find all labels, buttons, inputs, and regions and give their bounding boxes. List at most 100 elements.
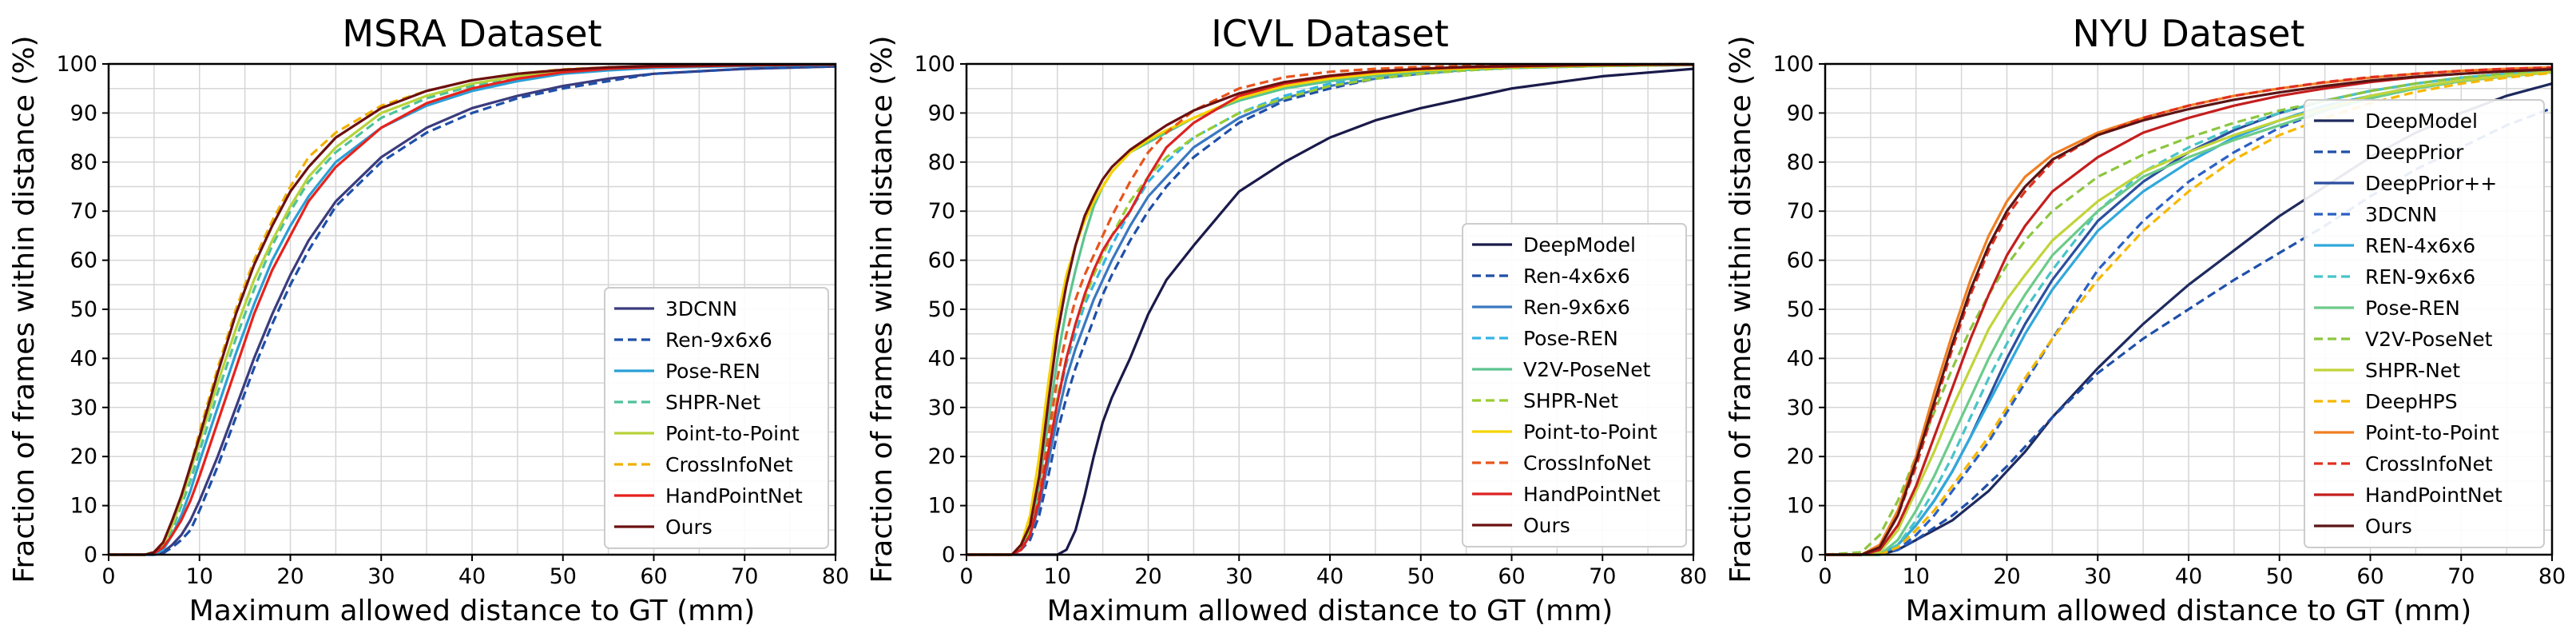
nyu-legend-label-deepmodel: DeepModel xyxy=(2365,109,2478,133)
nyu-y-tick-label: 20 xyxy=(1787,444,1814,469)
icvl-series-group xyxy=(966,62,1694,556)
icvl-chart-panel: 0 10 20 30 40 50 60 70 80 0 10 20 30 40 50 60 70 80 90 100 I… xyxy=(866,12,1707,627)
msra-legend-label-ours: Ours xyxy=(665,516,712,539)
nyu-ticks: 0 10 20 30 40 50 60 70 80 0 10 20 30 40 50 60 70 80 90 100 xyxy=(1772,52,2566,589)
msra-legend-label-ren-9x6x6: Ren-9x6x6 xyxy=(665,328,772,352)
msra-x-tick-label: 80 xyxy=(822,564,849,589)
nyu-x-tick-label: 50 xyxy=(2266,564,2293,589)
nyu-legend-label-pose-ren: Pose-REN xyxy=(2365,297,2460,320)
nyu-legend-label-ren-4x6x6: REN-4x6x6 xyxy=(2365,234,2475,257)
msra-y-tick-label: 40 xyxy=(70,346,97,371)
msra-legend-label-3dcnn: 3DCNN xyxy=(665,297,737,320)
icvl-y-tick-label: 80 xyxy=(928,150,955,175)
nyu-chart-panel: 0 10 20 30 40 50 60 70 80 0 10 20 30 40 50 60 70 80 90 100 N… xyxy=(1725,12,2566,627)
nyu-legend: DeepModel DeepPrior DeepPrior++ 3DCNN REN-4x… xyxy=(2304,99,2545,548)
msra-y-axis-label: Fraction of frames within distance (%) xyxy=(8,35,41,583)
icvl-legend-box xyxy=(1462,223,1687,547)
nyu-series-line-v2v-posenet xyxy=(1824,70,2553,556)
msra-y-tick-label: 50 xyxy=(70,297,97,322)
nyu-x-tick-label: 20 xyxy=(1993,564,2020,589)
nyu-legend-label-3dcnn: 3DCNN xyxy=(2365,203,2437,226)
msra-y-tick-label: 90 xyxy=(70,101,97,125)
icvl-y-axis-label: Fraction of frames within distance (%) xyxy=(866,35,899,583)
icvl-x-tick-label: 70 xyxy=(1589,564,1616,589)
icvl-x-tick-label: 0 xyxy=(959,564,973,589)
icvl-y-tick-label: 90 xyxy=(928,101,955,125)
msra-y-tick-label: 20 xyxy=(70,444,97,469)
icvl-plot-frame xyxy=(965,62,1695,556)
nyu-y-tick-label: 10 xyxy=(1787,494,1814,519)
icvl-y-tick-label: 100 xyxy=(914,52,955,77)
msra-x-tick-label: 10 xyxy=(186,564,213,589)
msra-x-tick-label: 60 xyxy=(640,564,667,589)
icvl-legend-label-pose-ren: Pose-REN xyxy=(1523,327,1618,350)
msra-legend-label-point-to-point: Point-to-Point xyxy=(665,422,800,445)
nyu-plot-frame xyxy=(1824,62,2554,556)
icvl-y-tick-label: 60 xyxy=(928,249,955,273)
nyu-x-tick-label: 40 xyxy=(2175,564,2202,589)
icvl-chart-title: ICVL Dataset xyxy=(1211,12,1449,55)
nyu-y-tick-label: 90 xyxy=(1787,101,1814,125)
nyu-x-tick-label: 10 xyxy=(1903,564,1930,589)
msra-chart-title: MSRA Dataset xyxy=(342,12,601,55)
msra-legend-label-shpr-net: SHPR-Net xyxy=(665,391,760,414)
nyu-x-tick-label: 60 xyxy=(2356,564,2383,589)
icvl-y-tick-label: 20 xyxy=(928,444,955,469)
nyu-x-tick-label: 0 xyxy=(1818,564,1832,589)
icvl-y-tick-label: 50 xyxy=(928,297,955,322)
nyu-y-tick-label: 60 xyxy=(1787,249,1814,273)
msra-y-tick-label: 80 xyxy=(70,150,97,175)
icvl-legend-label-crossinfonet: CrossInfoNet xyxy=(1523,452,1651,475)
nyu-legend-label-handpointnet: HandPointNet xyxy=(2365,484,2503,507)
icvl-x-tick-label: 60 xyxy=(1498,564,1525,589)
msra-legend-label-crossinfonet: CrossInfoNet xyxy=(665,453,793,476)
icvl-ticks: 0 10 20 30 40 50 60 70 80 0 10 20 30 40 50 60 70 80 90 100 xyxy=(914,52,1707,589)
msra-y-tick-label: 60 xyxy=(70,249,97,273)
icvl-y-tick-label: 10 xyxy=(928,494,955,519)
nyu-y-tick-label: 0 xyxy=(1800,543,1814,567)
nyu-legend-label-v2v-posenet: V2V-PoseNet xyxy=(2365,328,2493,351)
msra-x-tick-label: 70 xyxy=(731,564,758,589)
icvl-legend-label-v2v-posenet: V2V-PoseNet xyxy=(1523,358,1651,381)
msra-series-line-3dcnn xyxy=(109,65,836,556)
icvl-x-tick-label: 50 xyxy=(1407,564,1435,589)
nyu-y-tick-label: 100 xyxy=(1772,52,1814,77)
nyu-x-axis-label: Maximum allowed distance to GT (mm) xyxy=(1906,595,2472,627)
msra-plot-frame xyxy=(107,62,837,556)
msra-series-group xyxy=(109,63,836,556)
msra-series-line-ren-9x6x6 xyxy=(109,65,836,556)
nyu-y-tick-label: 50 xyxy=(1787,297,1814,322)
nyu-legend-label-deepprior: DeepPrior xyxy=(2365,141,2464,164)
icvl-x-tick-label: 40 xyxy=(1316,564,1344,589)
msra-x-tick-label: 20 xyxy=(276,564,304,589)
nyu-series-line-ours xyxy=(1825,68,2553,556)
nyu-legend-box xyxy=(2304,99,2545,548)
icvl-y-tick-label: 40 xyxy=(928,346,955,371)
icvl-x-tick-label: 20 xyxy=(1134,564,1161,589)
msra-x-tick-label: 30 xyxy=(367,564,395,589)
icvl-legend-label-ours: Ours xyxy=(1523,514,1570,537)
nyu-series-line-ren-9x6x6 xyxy=(1825,70,2553,556)
msra-x-axis-label: Maximum allowed distance to GT (mm) xyxy=(189,595,756,627)
icvl-series-line-point-to-point xyxy=(966,63,1694,556)
nyu-y-tick-label: 70 xyxy=(1787,199,1814,224)
nyu-legend-label-deephps: DeepHPS xyxy=(2365,390,2458,413)
nyu-x-tick-label: 70 xyxy=(2447,564,2475,589)
icvl-y-tick-label: 30 xyxy=(928,396,955,420)
msra-legend-label-handpointnet: HandPointNet xyxy=(665,484,803,508)
msra-legend: 3DCNN Ren-9x6x6 Pose-REN SHPR-Net Point-to-P… xyxy=(604,287,829,549)
msra-ticks: 0 10 20 30 40 50 60 70 80 0 10 20 30 40 50 60 70 80 90 100 xyxy=(56,52,849,589)
nyu-chart-title: NYU Dataset xyxy=(2073,12,2305,55)
msra-x-tick-label: 40 xyxy=(458,564,486,589)
icvl-series-line-ours xyxy=(966,63,1694,556)
msra-series-line-shpr-net xyxy=(109,63,836,556)
msra-y-tick-label: 10 xyxy=(70,494,97,519)
msra-series-line-handpointnet xyxy=(109,63,836,556)
msra-y-tick-label: 0 xyxy=(84,543,97,567)
icvl-legend-label-deepmodel: DeepModel xyxy=(1523,233,1636,257)
nyu-y-axis-label: Fraction of frames within distance (%) xyxy=(1725,35,1757,583)
icvl-x-tick-label: 80 xyxy=(1680,564,1707,589)
icvl-x-tick-label: 10 xyxy=(1044,564,1071,589)
msra-x-tick-label: 0 xyxy=(101,564,115,589)
